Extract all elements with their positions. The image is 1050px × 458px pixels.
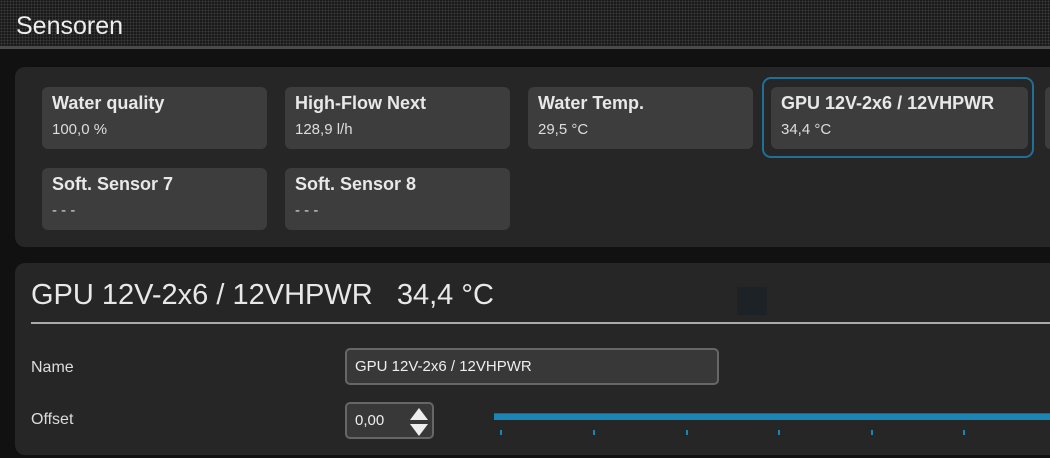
slider-tick (871, 430, 873, 435)
slider-tick (778, 430, 780, 435)
sensor-name: Water Temp. (538, 93, 645, 113)
selected-card-outline (762, 77, 1034, 158)
sensor-detail-panel: GPU 12V-2x6 / 12VHPWR 34,4 °C Name Offse… (15, 263, 1050, 455)
offset-stepper[interactable]: 0,00 (345, 402, 434, 439)
sensor-value: - - - (52, 202, 76, 219)
slider-tick (963, 430, 965, 435)
detail-title-value: 34,4 °C (396, 279, 494, 311)
sensor-value: 128,9 l/h (295, 121, 353, 138)
sensor-name: GPU 12V-2x6 / 12VHPWR (781, 93, 995, 113)
detail-title: GPU 12V-2x6 / 12VHPWR 34,4 °C (31, 279, 494, 312)
sensor-card-soft-sensor-7[interactable]: Soft. Sensor 7 - - - (42, 168, 267, 230)
sensor-card-gpu-12v[interactable]: GPU 12V-2x6 / 12VHPWR 34,4 °C (771, 87, 1028, 149)
offset-value: 0,00 (355, 412, 385, 429)
sensor-name: Soft. Sensor 7 (52, 174, 174, 194)
sensor-value: 34,4 °C (781, 121, 832, 138)
name-input[interactable] (345, 348, 719, 385)
sensor-card-water-temp[interactable]: Water Temp. 29,5 °C (528, 87, 753, 149)
slider-tick (500, 430, 502, 435)
slider-tick (686, 430, 688, 435)
sensor-name: Water quality (52, 93, 165, 113)
up-down-arrows-icon[interactable] (409, 407, 429, 437)
name-label: Name (31, 359, 74, 376)
sensor-card-soft-sensor-8[interactable]: Soft. Sensor 8 - - - (285, 168, 510, 230)
sensor-card-partial[interactable] (1045, 87, 1050, 149)
color-swatch[interactable] (737, 287, 767, 315)
page-title: Sensoren (16, 12, 124, 40)
sensor-card-high-flow-next[interactable]: High-Flow Next 128,9 l/h (285, 87, 510, 149)
offset-label: Offset (31, 411, 74, 428)
detail-title-name: GPU 12V-2x6 / 12VHPWR (31, 279, 373, 311)
title-divider (31, 322, 1050, 324)
sensor-value: - - - (295, 202, 319, 219)
sensor-list-panel: Water quality 100,0 % High-Flow Next 128,9… (15, 67, 1050, 247)
sensor-name: Soft. Sensor 8 (295, 174, 417, 194)
sensor-card-water-quality[interactable]: Water quality 100,0 % (42, 87, 267, 149)
sensor-name: High-Flow Next (295, 93, 426, 113)
sensor-value: 29,5 °C (538, 121, 589, 138)
header-divider (0, 46, 1050, 49)
sensor-value: 100,0 % (52, 121, 108, 138)
offset-slider[interactable] (494, 413, 1050, 420)
slider-tick (593, 430, 595, 435)
header (0, 0, 1050, 46)
